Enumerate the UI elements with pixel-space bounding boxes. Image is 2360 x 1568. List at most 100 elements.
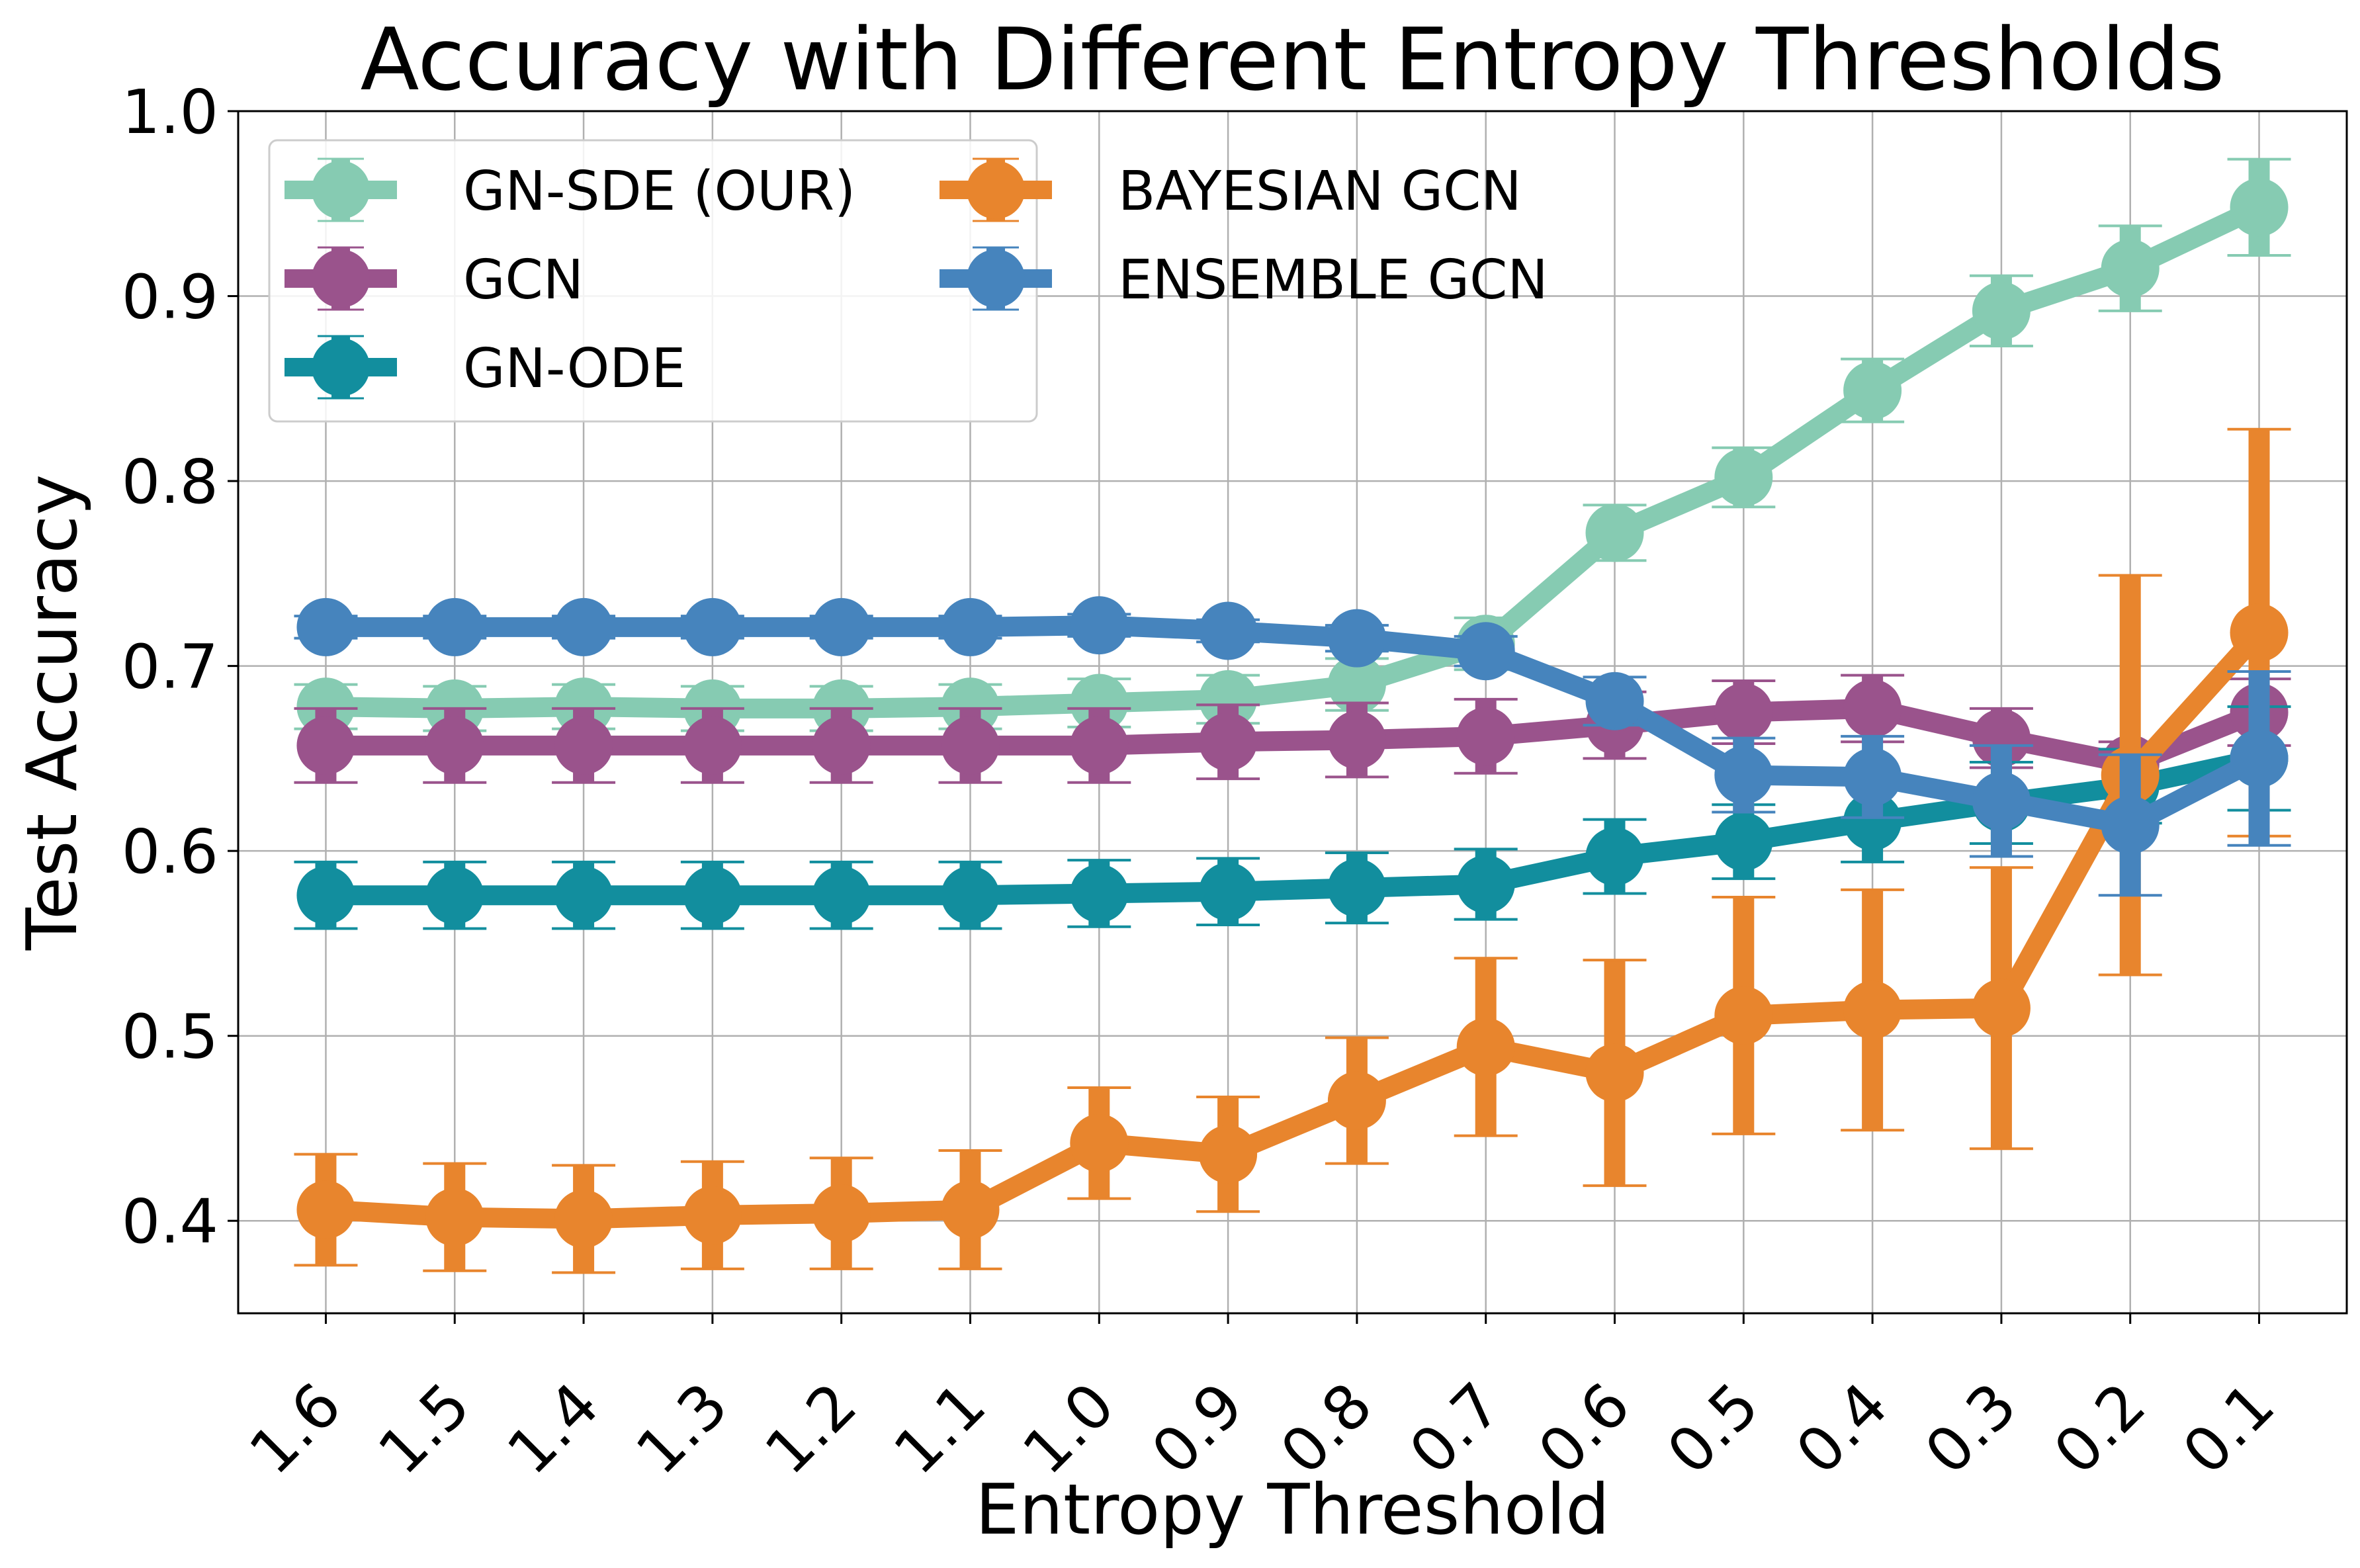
data-point xyxy=(296,716,355,775)
series-ensemble-gcn xyxy=(294,596,2291,897)
data-point xyxy=(1972,281,2031,340)
data-point xyxy=(1714,812,1773,871)
data-point xyxy=(1714,448,1773,507)
data-point xyxy=(1456,1018,1515,1076)
data-point xyxy=(1714,683,1773,742)
x-tick-label: 1.4 xyxy=(494,1370,613,1488)
data-point xyxy=(941,1180,1000,1239)
y-tick-label: 0.8 xyxy=(122,447,218,517)
data-point xyxy=(1843,792,1902,851)
data-point xyxy=(554,1190,613,1248)
x-tick-label: 0.4 xyxy=(1783,1370,1901,1488)
legend-entry: BAYESIAN GCN xyxy=(940,157,1522,223)
legend-entry: ENSEMBLE GCN xyxy=(940,246,1548,312)
legend-marker xyxy=(312,249,370,308)
data-point xyxy=(941,866,1000,925)
data-point xyxy=(1843,748,1902,806)
x-tick-label: 0.5 xyxy=(1654,1370,1772,1488)
data-point xyxy=(683,716,742,775)
x-tick-label: 1.5 xyxy=(365,1370,484,1488)
legend-label: BAYESIAN GCN xyxy=(1118,160,1522,223)
data-point xyxy=(296,1180,355,1239)
legend-entry: GN-ODE xyxy=(284,335,685,400)
data-point xyxy=(1327,655,1386,714)
y-axis-label: Test Accuracy xyxy=(12,474,93,951)
y-tick-label: 0.4 xyxy=(122,1186,218,1257)
data-point xyxy=(1199,862,1258,921)
data-point xyxy=(1070,1113,1129,1172)
data-point xyxy=(296,866,355,925)
data-point xyxy=(941,716,1000,775)
y-tick-label: 1.0 xyxy=(122,77,218,148)
data-point xyxy=(1327,711,1386,769)
series-line xyxy=(326,615,2264,836)
y-tick-label: 0.6 xyxy=(122,816,218,887)
y-tick-label: 0.5 xyxy=(122,1002,218,1072)
x-tick-label: 1.3 xyxy=(623,1370,741,1488)
data-point xyxy=(1843,980,1902,1039)
data-point xyxy=(425,597,484,656)
legend-entry: GCN xyxy=(284,246,584,312)
y-tick-label: 0.9 xyxy=(122,262,218,333)
data-point xyxy=(1199,601,1258,660)
x-tick-label: 0.2 xyxy=(2040,1370,2159,1488)
data-point xyxy=(425,866,484,925)
x-axis-label: Entropy Threshold xyxy=(975,1469,1610,1550)
series-bayesian-gcn xyxy=(294,427,2291,1274)
data-point xyxy=(1456,707,1515,765)
data-point xyxy=(1070,596,1129,655)
data-point xyxy=(1585,1043,1644,1102)
data-point xyxy=(1714,986,1773,1045)
data-point xyxy=(1456,622,1515,681)
data-point xyxy=(1070,864,1129,923)
series-line xyxy=(326,698,2263,774)
plot-frame xyxy=(237,110,2348,1315)
legend-marker xyxy=(312,338,370,396)
data-point xyxy=(1843,679,1902,738)
data-point xyxy=(1327,609,1386,668)
data-point xyxy=(296,597,355,656)
x-tick-label: 0.3 xyxy=(1911,1370,2030,1488)
data-point xyxy=(1199,1125,1258,1184)
data-point xyxy=(812,716,871,775)
data-point xyxy=(683,597,742,656)
legend-marker xyxy=(967,161,1025,219)
data-point xyxy=(1585,503,1644,562)
y-tick-label: 0.7 xyxy=(122,632,218,703)
data-point xyxy=(425,716,484,775)
series-line xyxy=(326,198,2263,719)
data-point xyxy=(1199,713,1258,771)
data-point xyxy=(2230,729,2289,788)
legend: GN-SDE (OUR) GCN GN-ODE BAYESIAN GCN ENSEMBL… xyxy=(268,139,1548,423)
data-point xyxy=(1070,716,1129,775)
x-tick-label: 1.2 xyxy=(752,1370,870,1488)
data-point xyxy=(1585,827,1644,886)
data-point xyxy=(1199,670,1258,728)
data-point xyxy=(1972,709,2031,767)
data-point xyxy=(1972,771,2031,830)
legend-label: GN-ODE xyxy=(463,337,685,400)
x-tick-label: 1.6 xyxy=(236,1370,355,1488)
data-point xyxy=(683,866,742,925)
legend-label: ENSEMBLE GCN xyxy=(1118,249,1548,312)
data-point xyxy=(554,866,613,925)
data-point xyxy=(554,716,613,775)
data-point xyxy=(425,1188,484,1246)
data-point xyxy=(1843,361,1902,420)
legend-label: GN-SDE (OUR) xyxy=(463,160,855,223)
data-point xyxy=(1327,859,1386,918)
data-point xyxy=(2101,239,2160,298)
data-point xyxy=(1327,1071,1386,1130)
series-line xyxy=(325,626,2267,1229)
data-point xyxy=(2101,796,2160,855)
data-point xyxy=(1714,746,1773,805)
legend-label: GCN xyxy=(463,249,584,312)
data-point xyxy=(683,1186,742,1244)
data-point xyxy=(812,866,871,925)
data-point xyxy=(941,597,1000,656)
data-point xyxy=(2230,603,2289,662)
legend-entry: GN-SDE (OUR) xyxy=(284,157,855,223)
data-point xyxy=(812,1184,871,1243)
chart-title: Accuracy with Different Entropy Threshol… xyxy=(361,9,2225,110)
